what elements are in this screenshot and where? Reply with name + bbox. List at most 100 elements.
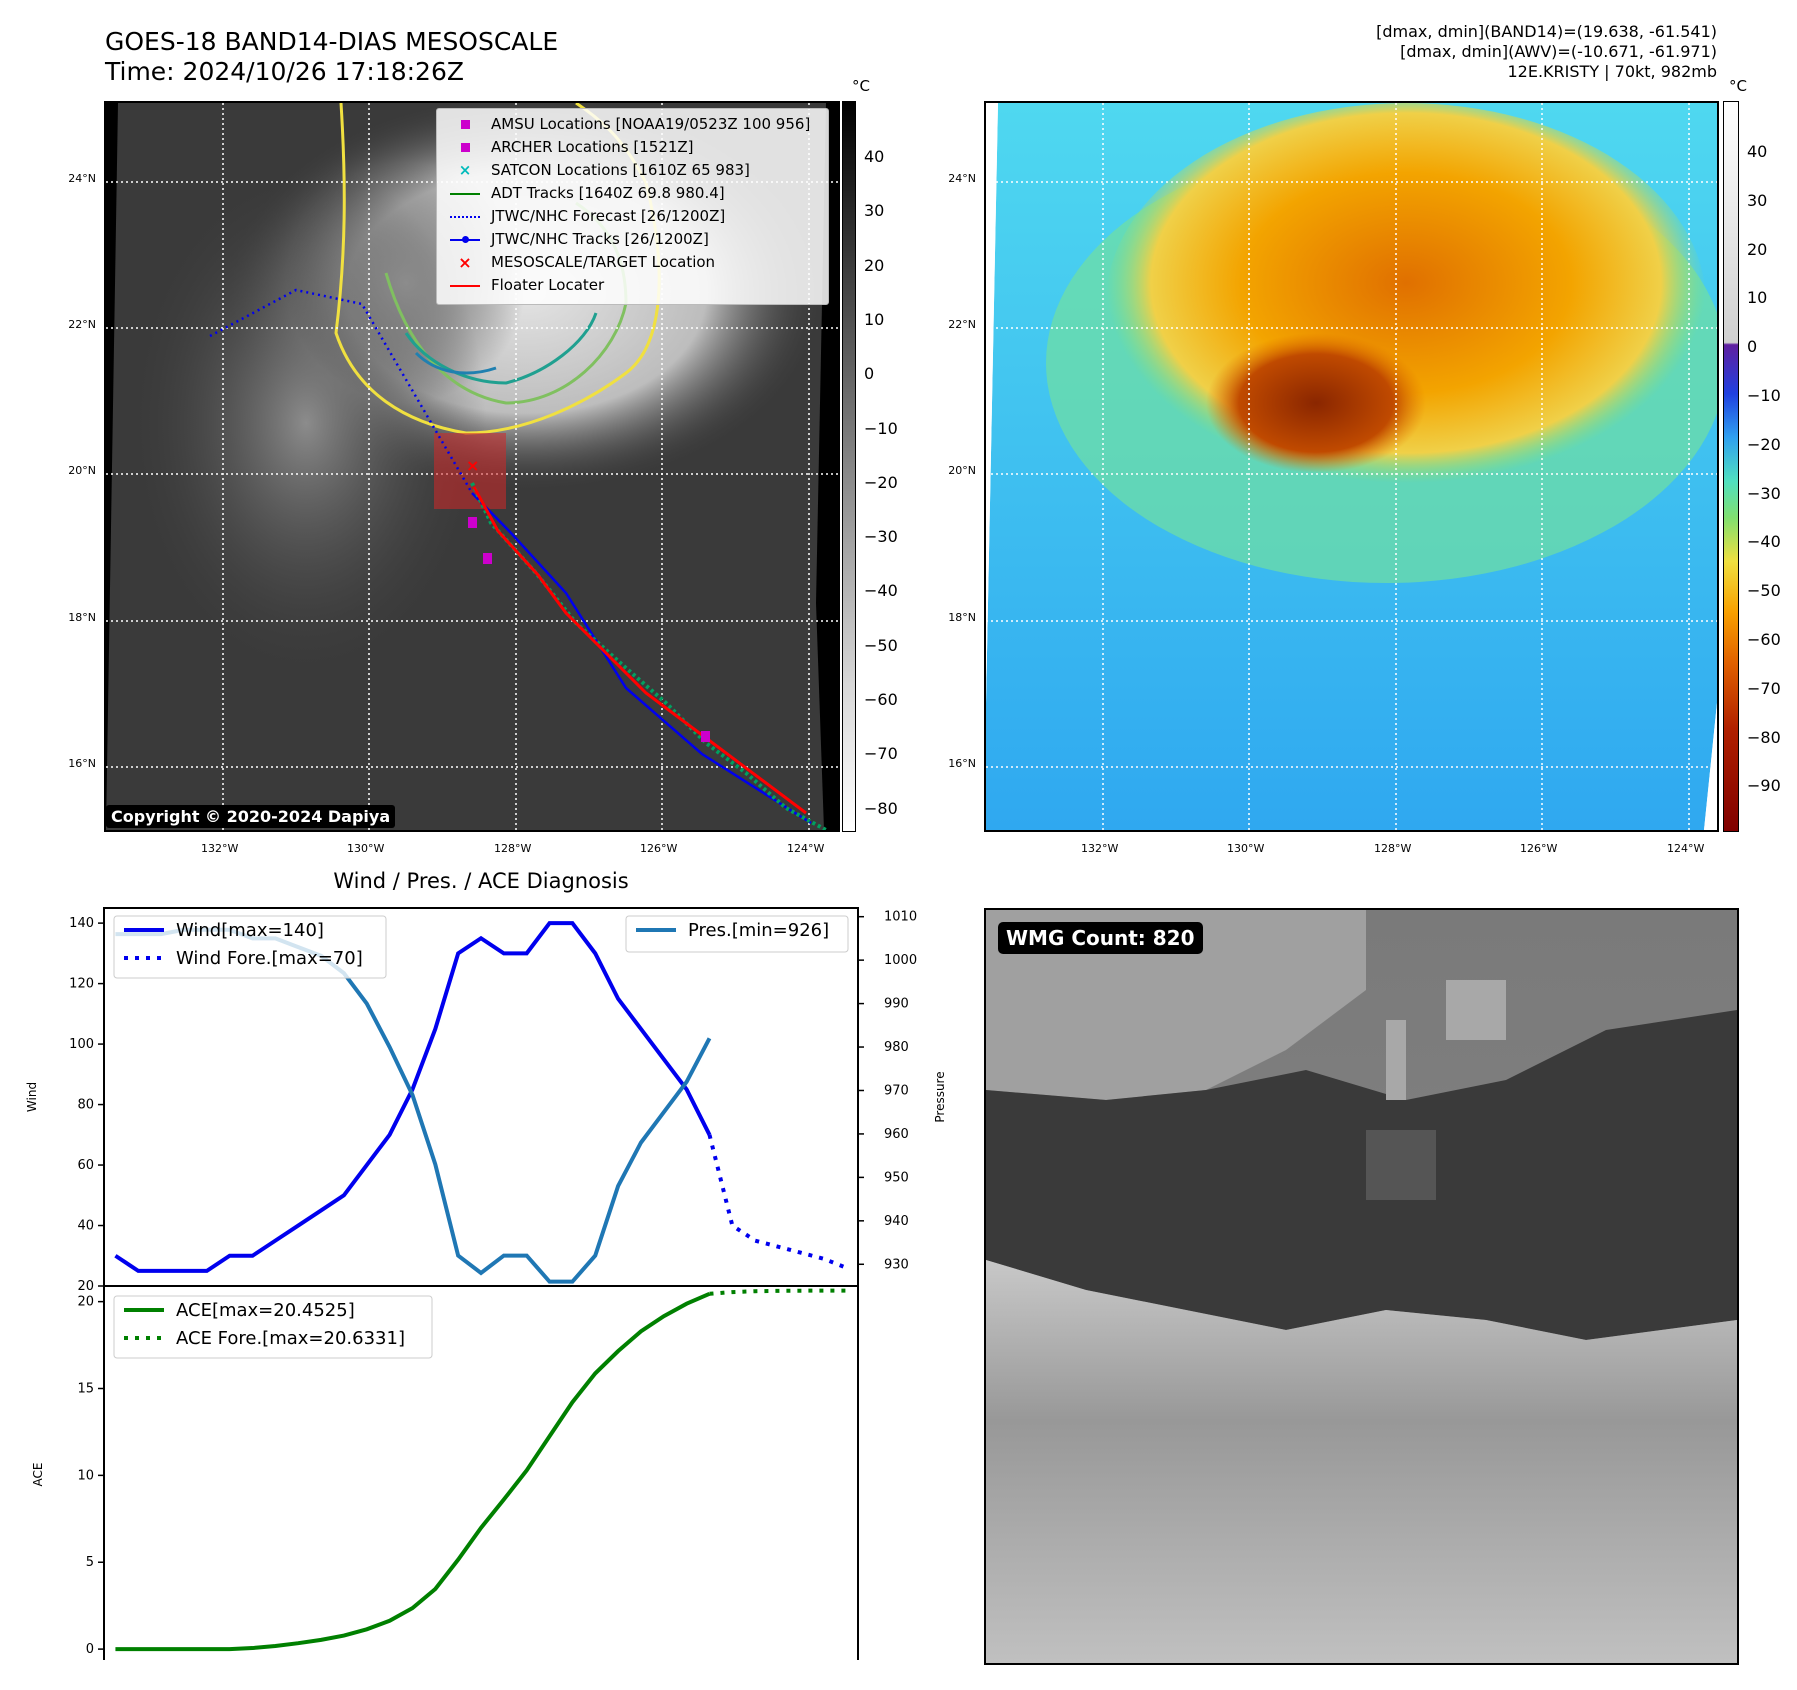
ir-map-legend: AMSU Locations [NOAA19/0523Z 100 956] ARC…: [436, 108, 829, 305]
colorbar-tick-label: −60: [864, 690, 898, 709]
archer-marker-2: [483, 553, 492, 564]
lat-tick-label: 16°N: [948, 757, 976, 770]
lat-tick-label: 20°N: [948, 464, 976, 477]
colorbar-tick-label: −30: [864, 527, 898, 547]
awv-colorbar-unit: °C: [1729, 77, 1747, 95]
mesoscale-box: [434, 433, 506, 509]
mesoscale-target-marker: ×: [466, 456, 479, 475]
wmg-region-bottom: [986, 1260, 1737, 1663]
colorbar-tick-label: −70: [864, 744, 898, 764]
colorbar-tick-label: 0: [864, 364, 875, 384]
ir-legend-item: JTWC/NHC Forecast [26/1200Z]: [445, 205, 820, 228]
pressure-legend-label: Pres.[min=926]: [688, 920, 829, 941]
wind-tick-label: 120: [69, 977, 94, 992]
ir-satellite-map[interactable]: × AMSU Locations [NOAA19/0523Z 100 956] A…: [104, 101, 840, 832]
colorbar-tick-label: 40: [864, 147, 885, 166]
pressure-axis-label: Pressure: [933, 1071, 947, 1122]
ace-tick-label: 15: [77, 1382, 94, 1397]
colorbar-tick-label: 40: [1747, 142, 1768, 161]
blue-dot-line-icon: [445, 235, 485, 243]
pressure-tick-label: 940: [884, 1214, 909, 1229]
lon-tick-label: 130°W: [1227, 842, 1265, 855]
ace-tick-label: 0: [86, 1642, 94, 1657]
lat-tick-label: 18°N: [68, 611, 96, 624]
awv-no-data-right: [1704, 703, 1717, 830]
awv-satellite-map[interactable]: [984, 101, 1719, 832]
wmg-panel[interactable]: WMG Count: 820: [984, 908, 1739, 1665]
lat-tick-label: 20°N: [68, 464, 96, 477]
red-x-icon: ×: [458, 253, 472, 272]
ir-legend-label: Floater Locater: [491, 276, 605, 294]
ir-legend-item: ARCHER Locations [1521Z]: [445, 136, 820, 159]
colorbar-tick-label: 30: [1747, 190, 1768, 210]
awv-colorbar-ticks: 40 30 20 10 0 −10 −20 −30 −40 −50 −60 −70 −80 −90: [1747, 101, 1797, 832]
ir-legend-item: Floater Locater: [445, 274, 820, 297]
lat-tick-label: 24°N: [948, 172, 976, 185]
awv-no-data-left: [986, 103, 998, 703]
info-line-1: [dmax, dmin](BAND14)=(19.638, -61.541): [1376, 22, 1717, 41]
wind-legend-label: Wind Fore.[max=70]: [176, 948, 363, 969]
ir-legend-label: MESOSCALE/TARGET Location: [491, 253, 716, 271]
magenta-square-icon: [445, 143, 485, 152]
pressure-legend: [625, 915, 849, 953]
title-line-2: Time: 2024/10/26 17:18:26Z: [105, 57, 464, 86]
lon-tick-label: 124°W: [1667, 842, 1705, 855]
colorbar-tick-label: −90: [1747, 776, 1781, 796]
wmg-mid-patch: [1366, 1130, 1436, 1200]
diagnosis-title: Wind / Pres. / ACE Diagnosis: [333, 869, 628, 893]
wind-axis-label: Wind: [25, 1082, 39, 1112]
wind-tick-label: 80: [77, 1098, 94, 1113]
ace-legend: [113, 1295, 433, 1359]
wmg-light-patch-1: [1446, 980, 1506, 1040]
ir-lon-labels: 132°W 130°W 128°W 126°W 124°W: [104, 842, 840, 862]
pressure-tick-label: 950: [884, 1170, 909, 1185]
wind-tick-label: 40: [77, 1219, 94, 1234]
ace-forecast-series-line: [709, 1288, 847, 1296]
pressure-tick-label: 980: [884, 1040, 909, 1055]
wind-tick-label: 140: [69, 916, 94, 931]
lat-tick-label: 22°N: [68, 318, 96, 331]
awv-map-svg: [986, 103, 1717, 830]
wind-series-line: [114, 921, 712, 1273]
wind-tick-label: 60: [77, 1158, 94, 1173]
colorbar-tick-label: −80: [864, 798, 898, 818]
ir-contour-teal: [404, 312, 598, 385]
lat-tick-label: 18°N: [948, 611, 976, 624]
magenta-square-icon: [445, 120, 485, 129]
wmg-region-dark: [986, 1010, 1737, 1340]
title-line-1: GOES-18 BAND14-DIAS MESOSCALE: [105, 27, 559, 56]
ir-legend-label: JTWC/NHC Tracks [26/1200Z]: [491, 230, 709, 248]
colorbar-tick-label: −60: [1747, 630, 1781, 649]
pressure-tick-label: 930: [884, 1257, 909, 1272]
lon-tick-label: 130°W: [347, 842, 385, 855]
ir-legend-label: ARCHER Locations [1521Z]: [491, 138, 694, 156]
colorbar-tick-label: −50: [864, 635, 898, 655]
ace-tick-label: 20: [77, 1295, 94, 1310]
wind-tick-label: 100: [69, 1037, 94, 1052]
ir-legend-label: ADT Tracks [1640Z 69.8 980.4]: [491, 184, 725, 202]
ir-legend-item: JTWC/NHC Tracks [26/1200Z]: [445, 228, 820, 251]
ir-legend-label: JTWC/NHC Forecast [26/1200Z]: [491, 207, 726, 225]
ir-colorbar: [842, 101, 856, 832]
colorbar-tick-label: 30: [864, 201, 885, 221]
colorbar-tick-label: −30: [1747, 483, 1781, 503]
main-title: GOES-18 BAND14-DIAS MESOSCALE Time: 2024…: [105, 27, 558, 87]
ir-legend-item: × MESOSCALE/TARGET Location: [445, 251, 820, 274]
wmg-light-patch-2: [1386, 1020, 1406, 1100]
ir-contour-blue: [414, 351, 497, 375]
diagnosis-chart: Wind / Pres. / ACE Diagnosis 140 120 100 80 6…: [25, 869, 947, 1660]
lat-tick-label: 24°N: [68, 172, 96, 185]
colorbar-tick-label: 0: [1747, 337, 1758, 357]
lon-tick-label: 128°W: [494, 842, 532, 855]
ir-colorbar-unit: °C: [852, 77, 870, 95]
pressure-tick-label: 970: [884, 1083, 909, 1098]
ir-legend-item: AMSU Locations [NOAA19/0523Z 100 956]: [445, 113, 820, 136]
lon-tick-label: 128°W: [1374, 842, 1412, 855]
pressure-tick-label: 1010: [884, 910, 917, 925]
cyan-x-icon: ×: [458, 161, 472, 179]
wmg-svg: [986, 910, 1737, 1663]
awv-gridlines: [986, 103, 1717, 830]
colorbar-tick-label: −20: [1747, 434, 1781, 454]
colorbar-tick-label: 20: [1747, 239, 1768, 259]
ir-no-data-left: [106, 103, 118, 830]
